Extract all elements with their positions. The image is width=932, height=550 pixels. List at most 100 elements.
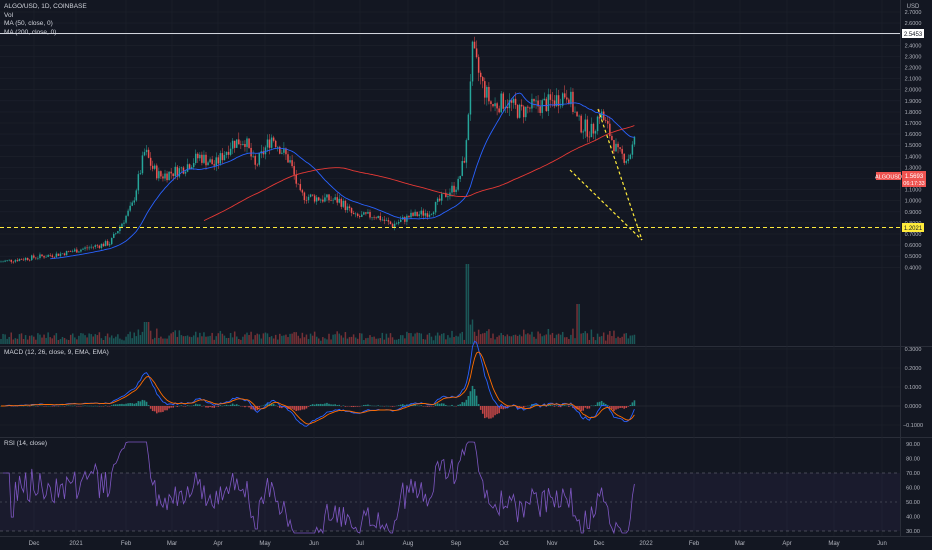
volume-bar: [354, 337, 357, 344]
time-tick-label: Dec: [594, 541, 605, 547]
candle-body: [123, 222, 125, 224]
wedge-lower-trendline[interactable]: [569, 169, 643, 241]
macd-hist-bar: [391, 406, 394, 407]
volume-bar: [371, 337, 373, 344]
volume-bar: [385, 333, 388, 344]
macd-hist-bar: [467, 396, 470, 406]
ma200-line[interactable]: [203, 125, 635, 222]
price-tick-label: 2.2000: [905, 66, 922, 72]
candle-body: [404, 217, 406, 222]
macd-hist-bar: [496, 406, 498, 415]
macd-hist-bar: [627, 406, 630, 407]
macd-hist-bar: [295, 406, 297, 411]
rsi-legend-text[interactable]: RSI (14, close): [4, 440, 47, 447]
candle-body: [447, 196, 449, 198]
candlesticks[interactable]: [0, 36, 636, 264]
candle-body: [633, 136, 636, 145]
price-tick-label: 2.0000: [905, 88, 922, 94]
candle-body: [397, 222, 400, 224]
volume-bar: [533, 336, 535, 344]
time-axis[interactable]: Dec 2021 Feb Mar Apr May Jun Jul Aug Sep Oct Nov Dec…: [29, 541, 887, 547]
candle-body: [137, 174, 140, 191]
candle-body: [129, 205, 131, 211]
candle-body: [293, 166, 295, 175]
volume-bar: [197, 337, 199, 344]
candle-body: [72, 251, 74, 253]
volume-bar: [547, 328, 550, 344]
macd-axis[interactable]: 0.3000 0.2000 0.1000 0.0000 −0.1000: [903, 347, 923, 429]
ma50-legend[interactable]: MA (50, close, 0): [4, 20, 53, 27]
volume-bar: [238, 339, 240, 344]
volume-bar: [262, 333, 265, 344]
volume-bar: [39, 334, 41, 344]
volume-bar: [182, 336, 185, 344]
rsi-legend[interactable]: RSI (14, close): [4, 440, 47, 449]
candle-body: [449, 192, 451, 197]
volume-bar: [168, 335, 170, 344]
volume-bar: [309, 333, 312, 344]
candle-body: [100, 243, 103, 248]
candle-body: [615, 143, 617, 152]
candle-body: [512, 98, 515, 103]
volume-bar: [125, 336, 127, 344]
macd-hist-bar: [149, 406, 152, 409]
volume-bar: [363, 340, 365, 344]
volume-bars: [0, 264, 636, 344]
candle-body: [484, 81, 486, 98]
candle-body: [6, 260, 8, 261]
macd-hist-bar: [231, 403, 234, 406]
rsi-line[interactable]: [3, 441, 635, 535]
macd-legend[interactable]: MACD (12, 26, close, 9, EMA, EMA): [4, 349, 109, 358]
candle-body: [268, 139, 271, 148]
candle-body: [486, 86, 488, 98]
wedge-upper-trendline[interactable]: [597, 108, 643, 241]
macd-hist-bar: [160, 406, 162, 413]
candle-body: [578, 115, 580, 117]
candle-body: [35, 257, 37, 259]
price-axis[interactable]: USD2.70002.60002.50002.40002.30002.20002…: [905, 4, 922, 271]
volume-legend[interactable]: Vol: [4, 11, 14, 19]
macd-hist-bar: [205, 406, 207, 408]
macd-hist-bar: [356, 406, 359, 407]
candle-body: [61, 253, 64, 255]
macd-hist-bar: [320, 403, 322, 406]
candle-body: [533, 98, 535, 102]
macd-signal-line[interactable]: [1, 351, 635, 425]
macd-hist-bar: [350, 406, 353, 407]
current-price-bg: [902, 171, 926, 187]
macd-hist-bar: [270, 403, 273, 406]
candle-body: [377, 215, 379, 219]
volume-bar: [373, 336, 375, 344]
volume-bar: [367, 337, 369, 344]
candle-body: [496, 103, 498, 109]
candle-body: [514, 98, 517, 105]
candle-body: [338, 198, 340, 203]
rsi-axis[interactable]: 90.00 80.00 70.00 60.00 50.00 40.00 30.00: [906, 442, 920, 535]
macd-hist-bar: [445, 404, 447, 406]
volume-bar: [580, 333, 582, 344]
macd-legend-text[interactable]: MACD (12, 26, close, 9, EMA, EMA): [4, 349, 109, 356]
candle-body: [295, 174, 297, 184]
time-tick-label: Jul: [356, 541, 364, 547]
volume-bar: [110, 335, 113, 344]
ma50-line[interactable]: [50, 92, 635, 260]
main-legend[interactable]: ALGO/USD, 1D, COINBASE Vol MA (50, close…: [4, 3, 87, 37]
candle-body: [609, 123, 611, 137]
candle-body: [166, 173, 168, 181]
volume-bar: [184, 336, 187, 344]
ma200-legend[interactable]: MA (200, close, 0): [4, 28, 57, 36]
candle-body: [389, 221, 392, 225]
symbol-title[interactable]: ALGO/USD, 1D, COINBASE: [4, 3, 87, 10]
volume-bar: [377, 338, 379, 344]
candle-body: [229, 148, 232, 155]
volume-bar: [623, 333, 625, 344]
volume-bar: [414, 333, 416, 344]
candle-body: [490, 101, 492, 105]
volume-bar: [270, 336, 273, 344]
volume-bar: [568, 339, 570, 344]
volume-bar: [188, 336, 191, 344]
volume-bar: [199, 332, 201, 344]
candle-body: [584, 119, 586, 132]
volume-bar: [328, 333, 330, 344]
